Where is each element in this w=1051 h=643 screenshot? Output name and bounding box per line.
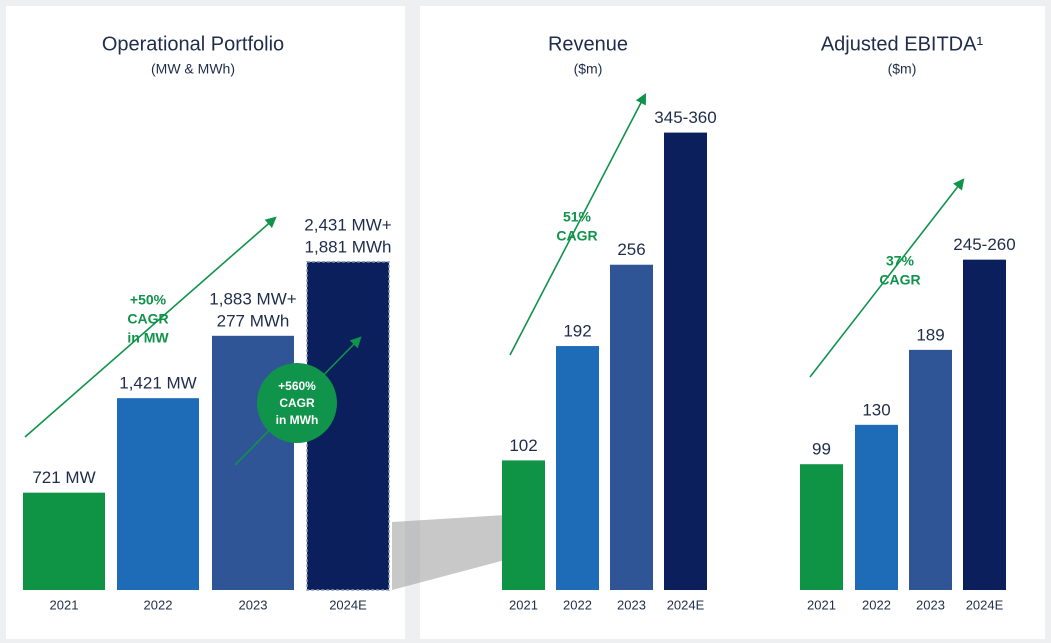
x-tick-label: 2023: [916, 597, 945, 612]
value-label: 721 MW: [32, 468, 95, 487]
annotation: CAGR: [879, 272, 920, 288]
bar: [502, 460, 545, 590]
bar: [664, 132, 707, 590]
value-label: 1,421 MW: [119, 374, 196, 393]
bar: [855, 424, 898, 590]
value-label: 189: [916, 325, 944, 344]
bar: [800, 464, 843, 590]
x-tick-label: 2022: [144, 597, 173, 612]
overlay: +560% CAGR in MWh: [234, 336, 362, 466]
x-tick-label: 2021: [509, 597, 538, 612]
value-label: 192: [563, 322, 591, 341]
annotation: in MW: [127, 330, 169, 346]
annotation: CAGR: [127, 311, 168, 327]
bar: [117, 398, 199, 590]
bar: [909, 349, 952, 590]
bar: [556, 346, 599, 590]
trend-arrow: [509, 93, 647, 356]
annotation: 37%: [886, 253, 915, 269]
x-tick-label: 2024E: [667, 597, 705, 612]
chart-title: Revenue: [548, 33, 628, 55]
value-label: 102: [509, 436, 537, 455]
annotation: +560%: [278, 379, 316, 393]
annotation: CAGR: [279, 396, 315, 410]
bar: [23, 492, 105, 590]
chart-subtitle: ($m): [574, 61, 603, 77]
cagr-badge: [257, 363, 337, 443]
x-tick-label: 2024E: [329, 597, 367, 612]
connector-shadow: [392, 515, 505, 590]
bar: [610, 264, 653, 590]
annotation: 51%: [563, 209, 592, 225]
annotation: in MWh: [276, 413, 319, 427]
x-tick-label: 2021: [807, 597, 836, 612]
bars: [23, 132, 1006, 591]
annotation: +50%: [130, 292, 167, 308]
x-tick-label: 2022: [862, 597, 891, 612]
chart-subtitle: (MW & MWh): [151, 61, 235, 77]
bar: [963, 259, 1006, 590]
x-tick-label: 2024E: [966, 597, 1004, 612]
chart-title: Operational Portfolio: [102, 33, 284, 55]
value-label: 277 MWh: [217, 311, 290, 330]
value-label: 2,431 MW+: [304, 215, 391, 234]
value-label: 245-260: [953, 235, 1015, 254]
annotation: CAGR: [556, 228, 597, 244]
value-label: 345-360: [654, 108, 716, 127]
value-label: 130: [862, 400, 890, 419]
x-tick-label: 2022: [563, 597, 592, 612]
value-label: 99: [812, 440, 831, 459]
value-label: 1,881 MWh: [305, 237, 392, 256]
x-tick-label: 2023: [617, 597, 646, 612]
chart-subtitle: ($m): [888, 61, 917, 77]
trend-arrow: [809, 178, 965, 378]
x-tick-label: 2023: [239, 597, 268, 612]
trend-arrow: [24, 216, 277, 438]
x-tick-label: 2021: [50, 597, 79, 612]
value-label: 256: [617, 240, 645, 259]
value-label: 1,883 MW+: [209, 289, 296, 308]
chart-title: Adjusted EBITDA¹: [821, 33, 984, 55]
